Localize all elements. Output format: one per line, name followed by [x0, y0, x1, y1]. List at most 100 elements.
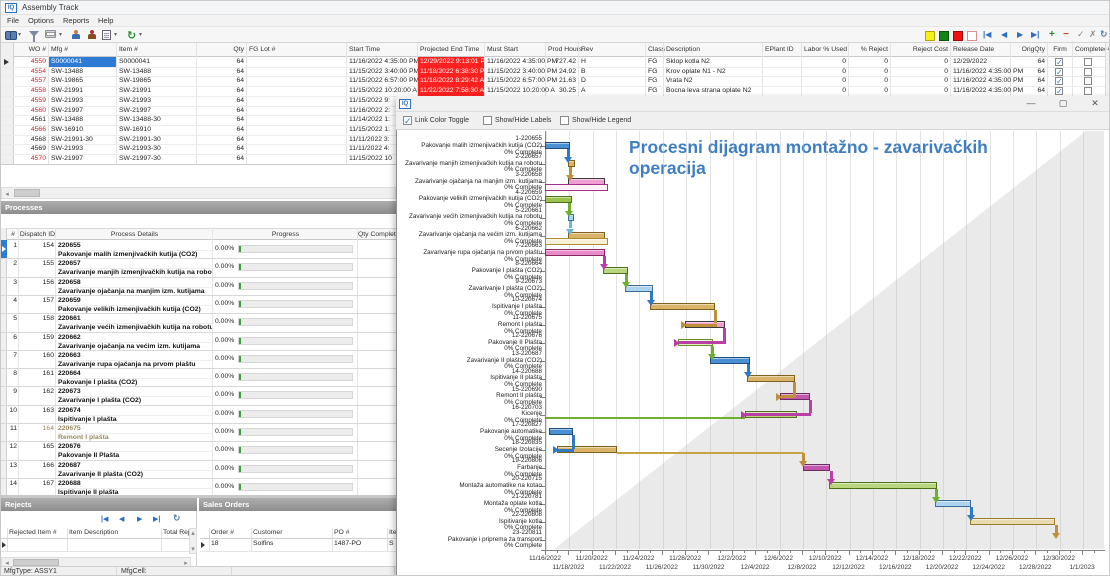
scroll-left-icon[interactable]: ◂ — [5, 560, 9, 567]
process-code[interactable]: 220673 — [58, 388, 81, 396]
grid-cell[interactable] — [247, 154, 346, 164]
grid-cell[interactable]: FG — [648, 58, 658, 65]
print-dropdown-icon[interactable]: ▾ — [59, 32, 63, 38]
grid-cell[interactable]: 21.63 — [558, 77, 576, 85]
process-dispatch-id[interactable]: 162 — [42, 388, 54, 396]
gantt-bar[interactable] — [709, 356, 750, 364]
grid-cell[interactable]: Bocna leva strana oplate N2 — [666, 87, 752, 95]
firm-checkbox[interactable]: ✓ — [1055, 77, 1063, 87]
grid-cell[interactable] — [247, 96, 346, 106]
process-code[interactable]: 220661 — [58, 315, 81, 323]
gantt-bar[interactable] — [556, 446, 618, 454]
grid-cell[interactable]: 4560 — [30, 106, 46, 114]
grid-cell[interactable]: S0000041 — [119, 58, 150, 65]
grid-cell[interactable]: SW-21997-30 — [119, 155, 161, 162]
grid-cell[interactable]: 11/14/2022 1: — [349, 116, 391, 124]
grid-cell[interactable]: 11/15/2022 1: — [349, 125, 391, 133]
grid-cell[interactable]: 11/16/2022 4:35:00 PM — [953, 67, 1024, 75]
grid-cell[interactable]: 64 — [236, 135, 244, 143]
yellow-square-button[interactable] — [925, 31, 935, 41]
grid-cell[interactable]: 64 — [236, 58, 244, 65]
gantt-bar[interactable] — [970, 517, 1056, 525]
grid-cell[interactable]: A — [581, 87, 586, 95]
gantt-bar[interactable] — [828, 482, 938, 490]
menu-item-file[interactable]: File — [7, 16, 20, 25]
gantt-bar[interactable] — [678, 338, 714, 346]
process-code[interactable]: 220687 — [58, 461, 81, 469]
grid-cell[interactable] — [247, 115, 346, 125]
completed-checkbox[interactable] — [1084, 58, 1092, 66]
grid-cell[interactable]: H — [581, 58, 586, 65]
grid-cell[interactable]: 11/15/2022 6:57:00 PM — [487, 77, 558, 85]
grid-cell[interactable]: SW-19865 — [119, 77, 151, 85]
grid-cell[interactable]: 4566 — [30, 125, 46, 133]
grid-cell[interactable]: 0 — [842, 77, 846, 85]
process-name[interactable]: Remont I plašta — [58, 433, 212, 441]
process-dispatch-id[interactable]: 156 — [42, 278, 54, 286]
grid-cell[interactable]: 64 — [236, 77, 244, 85]
grid-cell[interactable]: 11/15/2022 6:57:00 PM — [349, 77, 420, 85]
completed-checkbox[interactable] — [1084, 67, 1092, 76]
rejects-refresh-icon[interactable]: ↻ — [173, 513, 181, 523]
gantt-checkbox-show-hide-legend[interactable] — [560, 116, 569, 125]
grid-cell[interactable]: 4550 — [30, 58, 46, 65]
grid-cell[interactable]: 18 — [211, 540, 219, 547]
gantt-bar[interactable] — [650, 303, 716, 311]
nav-next-button[interactable]: ▶ — [1017, 30, 1024, 39]
gantt-checkbox-show-hide-labels[interactable] — [483, 116, 492, 125]
grid-cell[interactable]: SW-21997 — [119, 106, 151, 114]
process-code[interactable]: 220659 — [58, 296, 81, 304]
process-dispatch-id[interactable]: 155 — [42, 260, 54, 268]
process-dispatch-id[interactable]: 166 — [42, 461, 54, 469]
grid-cell[interactable]: 11/15/2022 10:20:00 A — [487, 87, 555, 95]
grid-cell[interactable]: SW-21991 — [51, 87, 83, 95]
cancel-button[interactable]: ✗ — [1089, 29, 1097, 39]
user-icon[interactable] — [71, 30, 81, 39]
process-name[interactable]: Pakovanje malih izmenjivačkih kutija (CO… — [58, 250, 212, 258]
process-code[interactable]: 220658 — [58, 278, 81, 286]
process-name[interactable]: Zavarivanje ojačanja na većim izm. kutij… — [58, 341, 212, 350]
process-name[interactable]: Pakovanje II Plašta — [58, 451, 212, 459]
process-dispatch-id[interactable]: 157 — [42, 296, 54, 304]
grid-cell[interactable]: 0 — [884, 58, 888, 65]
grid-cell[interactable]: 4554 — [30, 67, 46, 75]
grid-cell[interactable]: 4570 — [30, 155, 46, 162]
nav-prev-button[interactable]: ◀ — [1001, 30, 1008, 39]
grid-cell[interactable]: SW-21991 — [119, 87, 151, 95]
completed-checkbox[interactable] — [1084, 77, 1092, 86]
scroll-left-icon[interactable]: ◂ — [5, 191, 9, 198]
menu-item-reports[interactable]: Reports — [63, 16, 90, 25]
maximize-icon[interactable]: ▢ — [1058, 98, 1068, 108]
process-code[interactable]: 220662 — [58, 333, 81, 341]
grid-cell[interactable]: 11/16/2022 4:35:00 PM — [487, 58, 558, 65]
grid-cell[interactable]: SW-21991-30 — [119, 135, 161, 143]
grid-cell[interactable]: 30.25 — [558, 87, 576, 95]
grid-cell[interactable]: B — [581, 67, 586, 75]
rejects-nav-next-button[interactable]: ▶ — [137, 516, 143, 523]
minimize-icon[interactable]: — — [1026, 98, 1036, 108]
grid-cell[interactable]: 0 — [944, 58, 948, 65]
grid-cell[interactable]: Vrata N2 — [666, 77, 693, 85]
process-dispatch-id[interactable]: 167 — [42, 479, 54, 487]
grid-cell[interactable]: 4557 — [30, 77, 46, 85]
grid-cell[interactable]: S — [389, 540, 394, 547]
process-name[interactable]: Zavarivanje rupa ojačanja na prvom plašt… — [58, 359, 212, 368]
grid-cell[interactable]: D — [581, 77, 586, 85]
grid-cell[interactable]: 4558 — [30, 87, 46, 95]
gantt-bar[interactable] — [545, 249, 606, 257]
refresh-dropdown-icon[interactable]: ▾ — [139, 32, 143, 38]
process-dispatch-id[interactable]: 159 — [42, 333, 54, 341]
grid-cell[interactable]: 1487-PO — [334, 540, 362, 547]
grid-cell[interactable]: Sklop kotla N2 — [666, 58, 710, 65]
grid-cell[interactable]: 11/16/2022 2: — [349, 106, 391, 114]
nav-first-button[interactable]: |◀ — [983, 30, 992, 39]
gantt-bar[interactable] — [545, 142, 571, 149]
grid-cell[interactable]: 0 — [944, 67, 948, 75]
process-code[interactable]: 220674 — [58, 406, 81, 414]
process-dispatch-id[interactable]: 154 — [42, 242, 54, 249]
grid-cell[interactable]: 4561 — [30, 116, 46, 124]
grid-cell[interactable]: S0000041 — [49, 57, 116, 67]
firm-checkbox[interactable]: ✓ — [1055, 87, 1063, 97]
grid-cell[interactable]: 64 — [236, 116, 244, 124]
grid-cell[interactable]: 64 — [1037, 87, 1045, 95]
